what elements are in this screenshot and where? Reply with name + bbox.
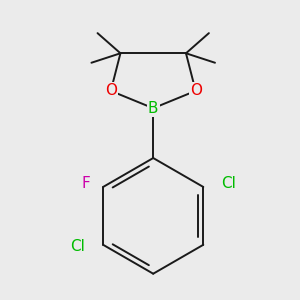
Text: Cl: Cl	[222, 176, 236, 191]
Text: O: O	[105, 83, 117, 98]
Text: B: B	[148, 101, 158, 116]
Text: Cl: Cl	[70, 239, 85, 254]
Text: F: F	[81, 176, 90, 191]
Text: O: O	[190, 83, 202, 98]
